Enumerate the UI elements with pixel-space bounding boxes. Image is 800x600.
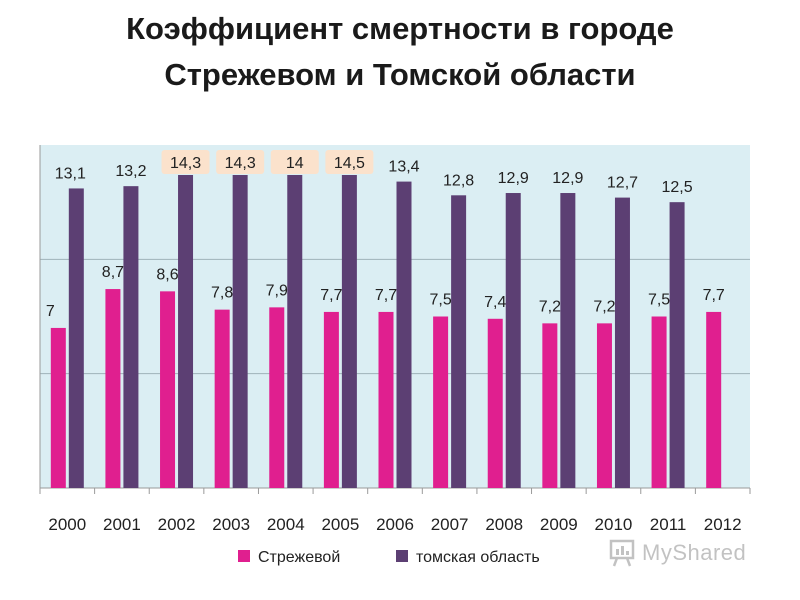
- data-label-tomsk-2003: 14,3: [225, 155, 256, 172]
- data-label-tomsk-2008: 12,9: [498, 170, 529, 187]
- data-label-tomsk-2005: 14,5: [334, 155, 365, 172]
- data-label-strezhevoy-2011: 7,5: [648, 292, 670, 309]
- data-label-strezhevoy-2003: 7,8: [211, 285, 233, 302]
- bar-strezhevoy-2011: [651, 316, 667, 488]
- data-label-tomsk-2002: 14,3: [170, 155, 201, 172]
- bar-strezhevoy-2006: [378, 311, 394, 488]
- data-label-highlight-2005: [325, 150, 374, 174]
- legend-swatch-strezhevoy: [238, 550, 250, 562]
- bar-strezhevoy-2002: [160, 291, 176, 488]
- data-label-strezhevoy-2007: 7,5: [429, 292, 451, 309]
- watermark: MyShared: [608, 538, 746, 568]
- data-label-strezhevoy-2001: 8,7: [102, 264, 124, 281]
- data-label-tomsk-2006: 13,4: [388, 159, 419, 176]
- data-label-highlight-2004: [270, 150, 319, 174]
- data-label-strezhevoy-2004: 7,9: [266, 282, 288, 299]
- bar-tomsk-2000: [68, 188, 84, 489]
- data-label-strezhevoy-2006: 7,7: [375, 287, 397, 304]
- x-tick-label-2012: 2012: [704, 515, 742, 534]
- x-tick-label-2011: 2011: [650, 515, 687, 534]
- x-tick-label-2005: 2005: [321, 515, 359, 534]
- data-label-highlight-2002: [161, 150, 210, 174]
- bar-tomsk-2002: [178, 175, 194, 488]
- x-tick-label-2000: 2000: [48, 515, 86, 534]
- bar-tomsk-2010: [614, 197, 630, 489]
- bar-strezhevoy-2009: [542, 323, 558, 488]
- bar-tomsk-2003: [232, 175, 248, 488]
- x-tick-label-2010: 2010: [595, 515, 633, 534]
- watermark-text: MyShared: [642, 540, 747, 565]
- x-tick-label-2001: 2001: [103, 515, 141, 534]
- bar-tomsk-2006: [396, 181, 412, 488]
- data-label-strezhevoy-2005: 7,7: [320, 287, 342, 304]
- bar-strezhevoy-2010: [596, 323, 612, 488]
- bar-strezhevoy-2008: [487, 318, 503, 488]
- presentation-board-icon: [609, 539, 635, 567]
- bar-strezhevoy-2001: [105, 289, 121, 488]
- data-label-tomsk-2010: 12,7: [607, 175, 638, 192]
- data-label-tomsk-2001: 13,2: [115, 163, 146, 180]
- x-tick-label-2002: 2002: [158, 515, 196, 534]
- data-label-strezhevoy-2008: 7,4: [484, 294, 506, 311]
- data-label-tomsk-2011: 12,5: [662, 179, 693, 196]
- bar-strezhevoy-2003: [214, 309, 230, 488]
- bar-tomsk-2007: [451, 195, 467, 488]
- data-label-strezhevoy-2000: 7: [46, 303, 55, 320]
- legend-label-strezhevoy: Стрежевой: [258, 549, 340, 566]
- data-label-tomsk-2007: 12,8: [443, 172, 474, 189]
- x-tick-label-2006: 2006: [376, 515, 414, 534]
- bar-tomsk-2009: [560, 193, 576, 488]
- bar-strezhevoy-2004: [269, 307, 285, 488]
- data-label-tomsk-2009: 12,9: [552, 170, 583, 187]
- x-tick-label-2007: 2007: [431, 515, 469, 534]
- data-label-tomsk-2004: 14: [286, 155, 304, 172]
- chart-title-line1: Коэффициент смертности в городе: [126, 11, 674, 46]
- data-label-strezhevoy-2009: 7,2: [539, 298, 561, 315]
- legend-swatch-tomsk: [396, 550, 408, 562]
- bar-tomsk-2008: [505, 193, 521, 488]
- bar-tomsk-2001: [123, 186, 139, 488]
- data-label-tomsk-2000: 13,1: [55, 165, 86, 182]
- chart-title-line2: Стрежевом и Томской области: [164, 57, 636, 92]
- data-label-strezhevoy-2002: 8,6: [156, 266, 178, 283]
- bar-strezhevoy-2012: [706, 311, 722, 488]
- x-tick-label-2003: 2003: [212, 515, 250, 534]
- bar-strezhevoy-2005: [323, 311, 339, 488]
- data-label-strezhevoy-2010: 7,2: [593, 298, 615, 315]
- x-tick-label-2008: 2008: [485, 515, 523, 534]
- bar-strezhevoy-2007: [433, 316, 449, 488]
- data-label-highlight-2003: [216, 150, 265, 174]
- bar-tomsk-2004: [287, 175, 303, 488]
- chart-title: Коэффициент смертности в городе Стрежево…: [0, 6, 800, 98]
- bar-tomsk-2005: [341, 175, 357, 488]
- bar-strezhevoy-2000: [50, 327, 66, 488]
- data-label-strezhevoy-2012: 7,7: [703, 287, 725, 304]
- bar-tomsk-2011: [669, 202, 685, 488]
- x-tick-label-2004: 2004: [267, 515, 305, 534]
- legend-label-tomsk: томская область: [416, 549, 540, 566]
- x-tick-label-2009: 2009: [540, 515, 578, 534]
- plot-area: [40, 145, 750, 488]
